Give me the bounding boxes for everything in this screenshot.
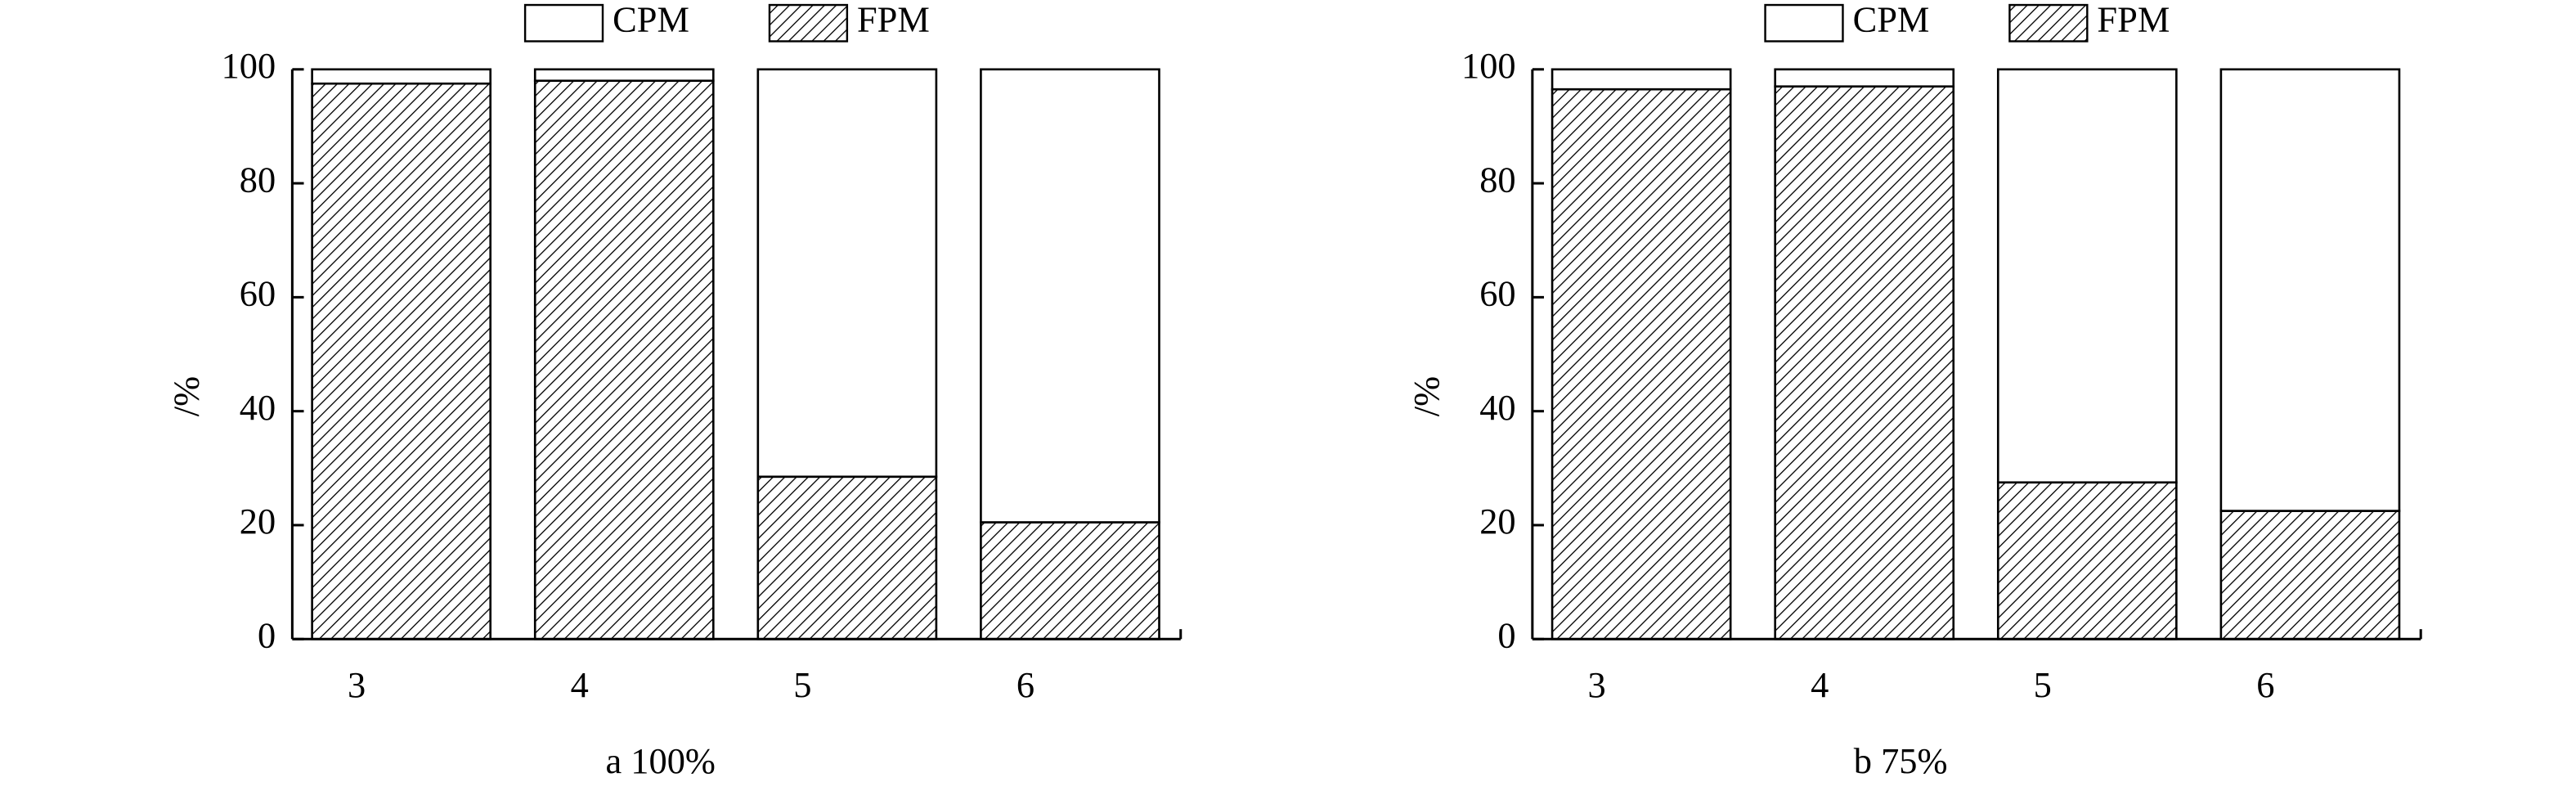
y-tick-label: 20 [1479, 501, 1515, 542]
bar-segment [1996, 68, 2178, 484]
y-tick-label: 40 [1479, 387, 1515, 428]
y-axis-label: /% [165, 376, 206, 416]
x-tick-label: 3 [1587, 664, 1605, 705]
x-tick-label: 5 [793, 664, 811, 705]
bar-segment [1774, 68, 1955, 88]
y-tick-label: 20 [240, 501, 276, 542]
x-tick-label: 6 [2256, 664, 2274, 705]
bar-segment [980, 68, 1160, 524]
y-tick-label: 0 [258, 614, 276, 655]
bar-segment [756, 68, 938, 479]
legend-label: CPM [1853, 0, 1930, 39]
legend-label: CPM [613, 0, 689, 39]
bar-segment [533, 68, 715, 83]
y-tick-label: 80 [1479, 159, 1515, 200]
bar-segment [533, 79, 715, 640]
x-tick-label: 6 [1016, 664, 1034, 705]
legend-swatch [523, 3, 604, 43]
legend-swatch [1764, 3, 1844, 43]
bar-segment [1551, 88, 1732, 640]
y-axis-label: /% [1406, 376, 1447, 416]
y-tick-label: 80 [240, 159, 276, 200]
x-tick-label: 5 [2034, 664, 2052, 705]
x-axis-label: b 75% [1854, 740, 1948, 781]
bar-segment [1774, 85, 1955, 640]
bar-segment [980, 521, 1160, 640]
legend-swatch [768, 3, 849, 43]
bar-segment [2219, 68, 2401, 512]
x-tick-label: 4 [1811, 664, 1829, 705]
x-axis-label: a 100% [605, 740, 715, 781]
y-tick-label: 0 [1497, 614, 1515, 655]
bar-segment [756, 475, 938, 640]
x-tick-label: 4 [571, 664, 589, 705]
bar-segment [1996, 481, 2178, 640]
y-tick-label: 100 [222, 45, 276, 86]
bar-segment [311, 68, 492, 85]
bar-segment [1551, 68, 1732, 91]
legend-swatch [2008, 3, 2089, 43]
bar-segment [311, 82, 492, 640]
y-tick-label: 40 [240, 387, 276, 428]
bar-segment [2219, 510, 2401, 640]
y-tick-label: 60 [1479, 273, 1515, 314]
y-tick-label: 60 [240, 273, 276, 314]
y-tick-label: 100 [1461, 45, 1516, 86]
legend-label: FPM [857, 0, 930, 39]
legend-label: FPM [2097, 0, 2170, 39]
x-tick-label: 3 [348, 664, 366, 705]
